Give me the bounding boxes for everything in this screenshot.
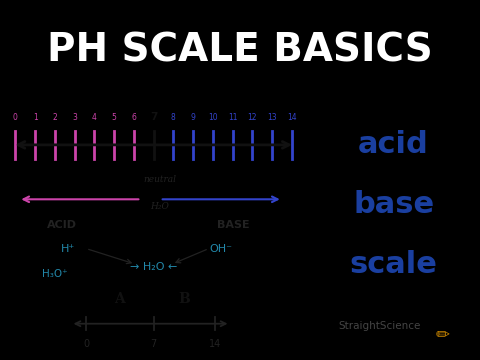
Text: acid: acid: [358, 130, 429, 159]
Text: 10: 10: [208, 113, 217, 122]
Text: 14: 14: [287, 113, 297, 122]
Text: 3: 3: [72, 113, 77, 122]
Text: StraightScience: StraightScience: [338, 321, 421, 331]
Text: 0: 0: [83, 339, 89, 349]
Text: 8: 8: [171, 113, 176, 122]
Text: 5: 5: [112, 113, 117, 122]
Text: 7: 7: [150, 112, 157, 122]
Text: PH SCALE BASICS: PH SCALE BASICS: [47, 31, 433, 69]
Text: 14: 14: [209, 339, 221, 349]
Text: 11: 11: [228, 113, 237, 122]
Text: 1: 1: [33, 113, 37, 122]
Text: OH⁻: OH⁻: [210, 244, 233, 253]
Text: H₂O: H₂O: [150, 202, 169, 211]
Text: scale: scale: [349, 249, 438, 279]
Text: 7: 7: [150, 339, 157, 349]
Text: 12: 12: [248, 113, 257, 122]
Text: neutral: neutral: [143, 175, 176, 184]
Text: → H₂O ←: → H₂O ←: [130, 262, 177, 272]
Text: H₃O⁺: H₃O⁺: [43, 270, 68, 279]
Text: 13: 13: [267, 113, 277, 122]
Text: 2: 2: [52, 113, 57, 122]
Text: H⁺: H⁺: [60, 244, 75, 253]
Text: ACID: ACID: [47, 220, 76, 230]
Text: 4: 4: [92, 113, 97, 122]
Text: BASE: BASE: [217, 220, 250, 230]
Text: 6: 6: [132, 113, 136, 122]
Text: B: B: [179, 292, 190, 306]
Text: 9: 9: [191, 113, 195, 122]
Text: 0: 0: [13, 113, 18, 122]
Text: A: A: [114, 292, 125, 306]
Text: ✏: ✏: [435, 325, 449, 343]
Text: base: base: [353, 190, 434, 219]
